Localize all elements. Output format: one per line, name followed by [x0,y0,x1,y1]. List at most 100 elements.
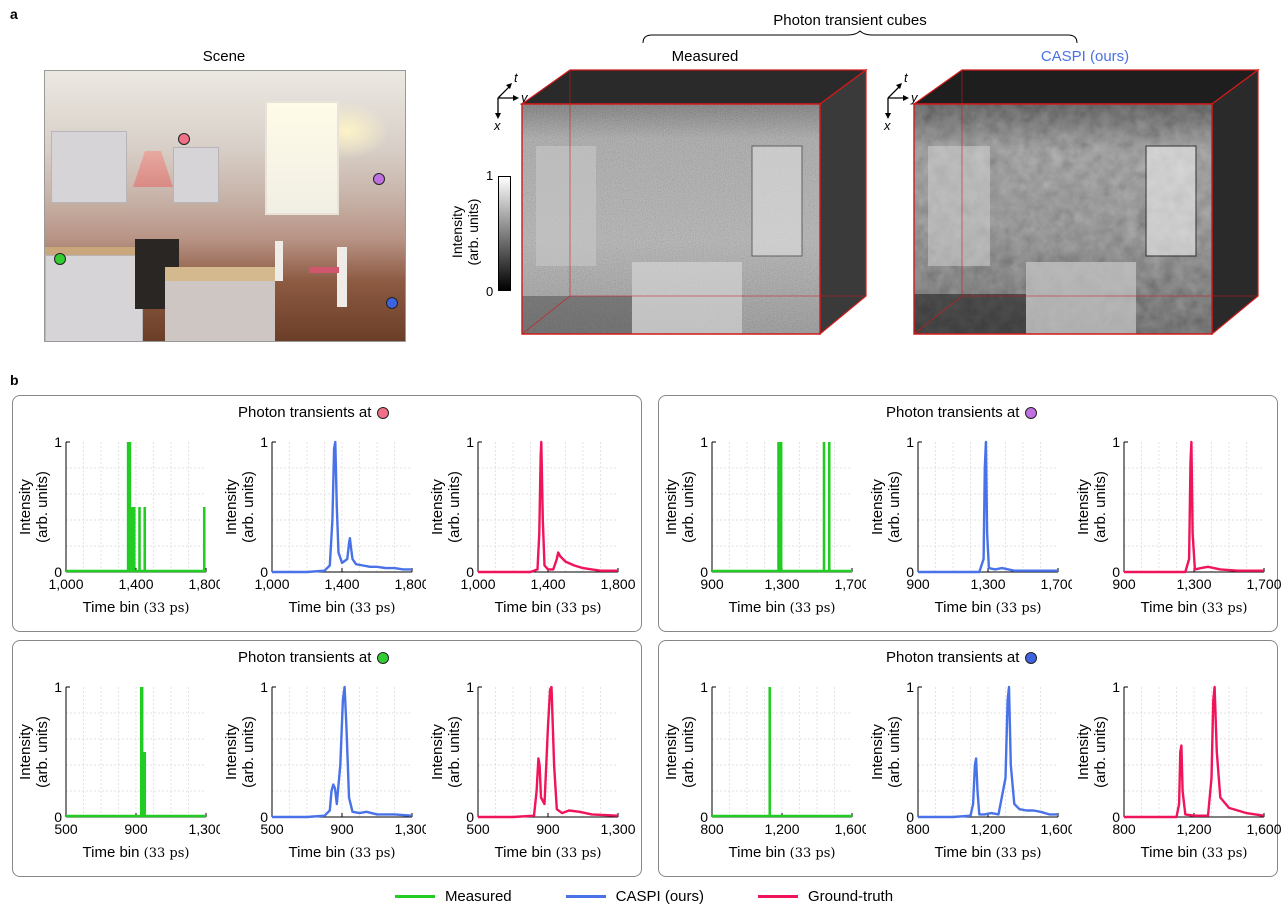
y-tick-label: 0 [1112,564,1120,580]
y-tick-label: 1 [260,434,268,450]
y-axis-label: Intensity [663,479,680,535]
x-tick-label: 800 [1112,821,1136,837]
y-axis-label-unit: (arb. units) [446,716,463,788]
y-tick-label: 1 [906,679,914,695]
y-tick-label: 1 [906,434,914,450]
legend-swatch-ground-truth [758,895,798,898]
x-axis-label: Time bin (33 ps) [83,844,190,861]
axis-y-label: y [910,90,919,105]
y-tick-label: 0 [260,809,268,825]
y-axis-label: Intensity [1075,479,1092,535]
x-tick-label: 900 [1112,576,1136,592]
series-line [918,440,1058,574]
legend-label-measured: Measured [444,888,512,905]
y-tick-label: 0 [906,809,914,825]
group-box-pink [12,395,642,632]
panel-label-a: a [10,6,18,22]
series-line [1124,440,1264,574]
x-axis-label: Time bin (33 ps) [935,599,1042,616]
group-box-green [12,640,642,877]
x-tick-label: 1,800 [394,576,426,592]
y-axis-label: Intensity [17,724,34,780]
x-tick-label: 1,600 [1040,821,1072,837]
caspi-cube [912,68,1260,336]
y-tick-label: 0 [54,564,62,580]
x-axis-label: Time bin (33 ps) [729,599,836,616]
axis-t-label: t [904,70,909,85]
x-tick-label: 1,300 [764,576,799,592]
x-tick-label: 1,700 [1040,576,1072,592]
y-axis-label-unit: (arb. units) [680,471,697,543]
y-tick-label: 0 [466,809,474,825]
x-axis-label: Time bin (33 ps) [495,599,602,616]
y-axis-label: Intensity [663,724,680,780]
y-tick-label: 1 [54,679,62,695]
x-axis-label: Time bin (33 ps) [729,844,836,861]
scene-image [44,70,406,342]
svg-text:Intensity: Intensity [449,206,465,258]
cubes-group-title: Photon transient cubes [773,12,927,29]
x-tick-label: 1,400 [118,576,153,592]
axis-t-label: t [514,70,519,85]
x-tick-label: 500 [54,821,78,837]
x-tick-label: 1,600 [834,821,866,837]
legend: Measured CASPI (ours) Ground-truth [0,888,1288,905]
series-line [918,685,1058,819]
y-axis-label-unit: (arb. units) [1092,471,1109,543]
legend-item-measured: Measured [394,888,512,905]
x-axis-label: Time bin (33 ps) [289,844,396,861]
x-axis-label: Time bin (33 ps) [83,599,190,616]
y-tick-label: 0 [700,809,708,825]
y-axis-label: Intensity [869,724,886,780]
series-line [478,440,618,574]
axis-x-label: x [883,118,891,130]
y-axis-label-unit: (arb. units) [680,716,697,788]
y-tick-label: 0 [466,564,474,580]
x-tick-label: 1,200 [970,821,1005,837]
y-tick-label: 1 [466,679,474,695]
panel-label-b: b [10,372,19,388]
colorbar-label: Intensity (arb. units) [449,199,481,266]
x-tick-label: 1,400 [530,576,565,592]
y-tick-label: 1 [466,434,474,450]
legend-label-caspi: CASPI (ours) [615,888,704,905]
y-axis-label: Intensity [429,724,446,780]
x-tick-label: 1,200 [764,821,799,837]
group-title-pink: Photon transients at [238,404,390,421]
x-tick-label: 900 [330,821,354,837]
chart-pink-measured: 1 01,000 1,400 1,800 Time bin (33 ps) Intensi… [17,434,220,616]
y-axis-label-unit: (arb. units) [446,471,463,543]
x-tick-label: 1,800 [188,576,220,592]
x-tick-label: 1,400 [324,576,359,592]
purple-dot-icon [1025,406,1038,419]
x-tick-label: 1,300 [188,821,220,837]
colorbar-max-label: 1 [486,168,494,183]
x-tick-label: 1,300 [394,821,426,837]
x-tick-label: 1,300 [1176,576,1211,592]
series-line [478,685,619,819]
x-axis-label: Time bin (33 ps) [935,844,1042,861]
y-axis-label-unit: (arb. units) [240,716,257,788]
caspi-cube-title: CASPI (ours) [1040,48,1130,65]
group-box-blue [658,640,1278,877]
green-point-marker [54,253,66,265]
green-dot-icon [377,651,390,664]
y-axis-label: Intensity [429,479,446,535]
y-axis-label: Intensity [223,479,240,535]
legend-swatch-caspi [565,895,606,898]
chart-pink-ground-truth: 1 01,000 1,400 1,800 Time bin (33 ps) Intensi… [429,434,636,616]
y-axis-label-unit: (arb. units) [240,471,257,543]
x-tick-label: 1,000 [48,576,83,592]
y-axis-label: Intensity [869,479,886,535]
legend-label-ground-truth: Ground-truth [808,888,894,905]
x-tick-label: 800 [700,821,724,837]
y-axis-label-unit: (arb. units) [1092,716,1109,788]
x-tick-label: 500 [260,821,284,837]
legend-swatch-measured [394,895,435,898]
